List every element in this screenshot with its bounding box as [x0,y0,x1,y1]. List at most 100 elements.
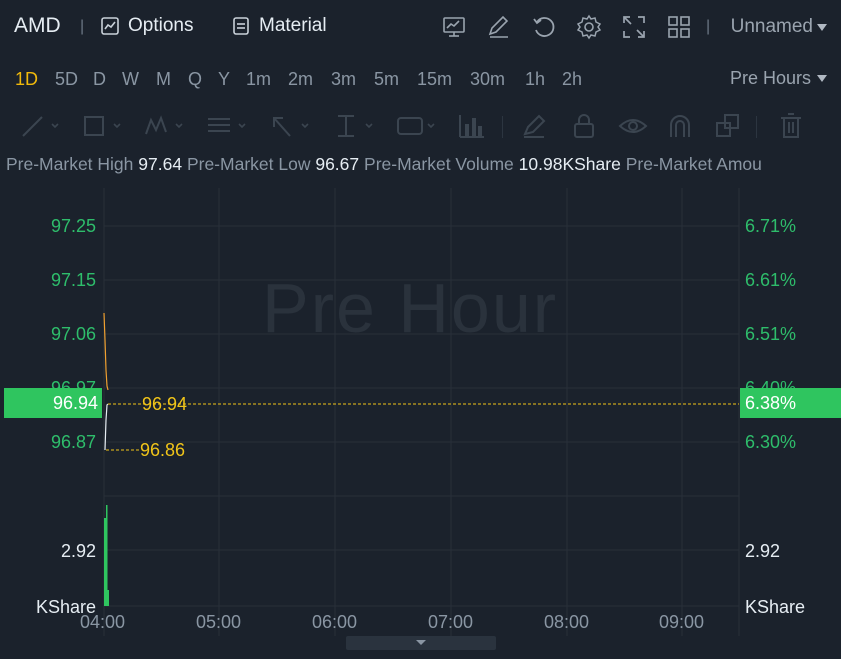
text-label-icon [397,117,435,135]
x-axis-label: 06:00 [312,612,358,632]
arrow-icon [273,117,309,137]
top-toolbar: AMD | Options Material [0,0,841,56]
session-label: Pre Hours [729,68,811,88]
text-tool[interactable] [396,112,440,140]
premarket-volume-label: Pre-Market Volume [364,154,514,174]
chart-settings-icon[interactable] [441,14,467,40]
premarket-amount-label: Pre-Market Amou [625,154,762,174]
chevron-down-icon [416,640,426,645]
grid-layout-icon[interactable] [666,14,692,40]
y-axis-right-label: 6.71% [745,216,797,236]
period-q[interactable]: Q [188,69,203,89]
period-30m[interactable]: 30m [470,69,506,89]
period-y[interactable]: Y [218,69,231,89]
chart-scroll-handle[interactable] [346,636,496,650]
ticker-symbol[interactable]: AMD [14,14,61,37]
trash-icon [781,113,801,138]
chevron-down-icon [817,75,827,82]
arrow-tool[interactable] [270,112,314,140]
x-axis-label: 05:00 [196,612,242,632]
brush-icon [523,114,546,138]
lock-icon [574,114,594,138]
lock-tool[interactable] [570,112,598,140]
x-axis-label: 04:00 [80,612,126,632]
material-icon [233,17,249,35]
period-m[interactable]: M [156,69,171,89]
magnet-icon [670,115,690,137]
volume-axis-left-label: 2.92 [60,541,96,561]
volume-axis-right-label: 2.92 [745,541,781,561]
bar-chart-icon [459,115,484,138]
y-axis-right-label: 6.51% [745,324,797,344]
measure-icon [338,115,373,137]
indicator-tool[interactable] [457,112,487,140]
drawing-toolbar [0,102,841,150]
eye-icon [618,119,648,133]
y-axis-left-label: 96.87 [50,432,96,452]
period-5m[interactable]: 5m [374,69,400,89]
options-icon [101,17,119,35]
period-15m[interactable]: 15m [417,69,453,89]
period-d[interactable]: D [93,69,106,89]
premarket-volume-value: 10.98KShare [518,154,621,174]
period-w[interactable]: W [122,69,139,89]
chevron-down-icon [817,23,827,31]
volume-bar [104,518,106,606]
low-price-label: 96.86 [140,440,186,460]
brush-tool[interactable] [520,112,548,140]
average-price-line [103,312,109,391]
x-axis-label: 09:00 [659,612,705,632]
trend-line-icon [22,116,59,137]
layers-tool[interactable] [714,112,742,140]
layers-icon [716,114,739,137]
period-5d[interactable]: 5D [55,69,79,89]
toolbar-divider: | [80,18,85,35]
period-2m[interactable]: 2m [288,69,314,89]
rectangle-tool[interactable] [82,112,126,140]
chart-grid [103,188,740,636]
material-button[interactable]: Material [231,15,327,37]
y-axis-left-label: 97.06 [50,324,96,344]
x-axis-label: 08:00 [544,612,590,632]
x-axis-label: 07:00 [428,612,474,632]
edit-icon[interactable] [486,14,512,40]
current-price-tag: 96.94 [4,388,102,418]
y-axis-left-label: 97.25 [50,216,96,236]
period-1d[interactable]: 1D [15,69,39,89]
toolbar-divider [502,116,503,138]
options-label: Options [128,15,194,36]
current-percent-tag: 6.38% [740,388,841,418]
price-line [104,403,109,451]
toolbar-divider: | [706,18,711,35]
period-3m[interactable]: 3m [331,69,357,89]
options-button[interactable]: Options [100,15,193,37]
y-axis-right-label: 6.61% [745,270,797,290]
premarket-high-label: Pre-Market High [6,154,134,174]
period-1h[interactable]: 1h [525,69,546,89]
volume-bar [107,590,109,606]
trend-line-tool[interactable] [20,112,64,140]
period-1m[interactable]: 1m [246,69,272,89]
delete-tool[interactable] [778,112,804,140]
layout-name: Unnamed [730,16,813,37]
premarket-low-label: Pre-Market Low [186,154,311,174]
visibility-tool[interactable] [618,112,648,140]
fibonacci-tool[interactable] [206,112,250,140]
volume-unit-left: KShare [35,597,96,617]
premarket-info-bar: Pre-Market High 97.64 Pre-Market Low 96.… [0,154,841,184]
period-bar: 1D 5D D W M Q Y 1m 2m 3m 5m 15m 30m 1h 2… [0,56,841,102]
period-2h[interactable]: 2h [562,69,583,89]
premarket-high-value: 97.64 [138,154,183,174]
settings-icon[interactable] [576,14,602,40]
rectangle-icon [84,116,121,136]
measure-tool[interactable] [334,112,378,140]
pattern-tool[interactable] [144,112,188,140]
reset-icon[interactable] [531,14,557,40]
y-axis-right-label: 6.30% [745,432,797,452]
y-axis-left-label: 97.15 [50,270,96,290]
magnet-tool[interactable] [666,112,694,140]
fullscreen-icon[interactable] [621,14,647,40]
session-dropdown[interactable]: Pre Hours [730,68,827,89]
layout-dropdown[interactable]: Unnamed [731,16,827,38]
